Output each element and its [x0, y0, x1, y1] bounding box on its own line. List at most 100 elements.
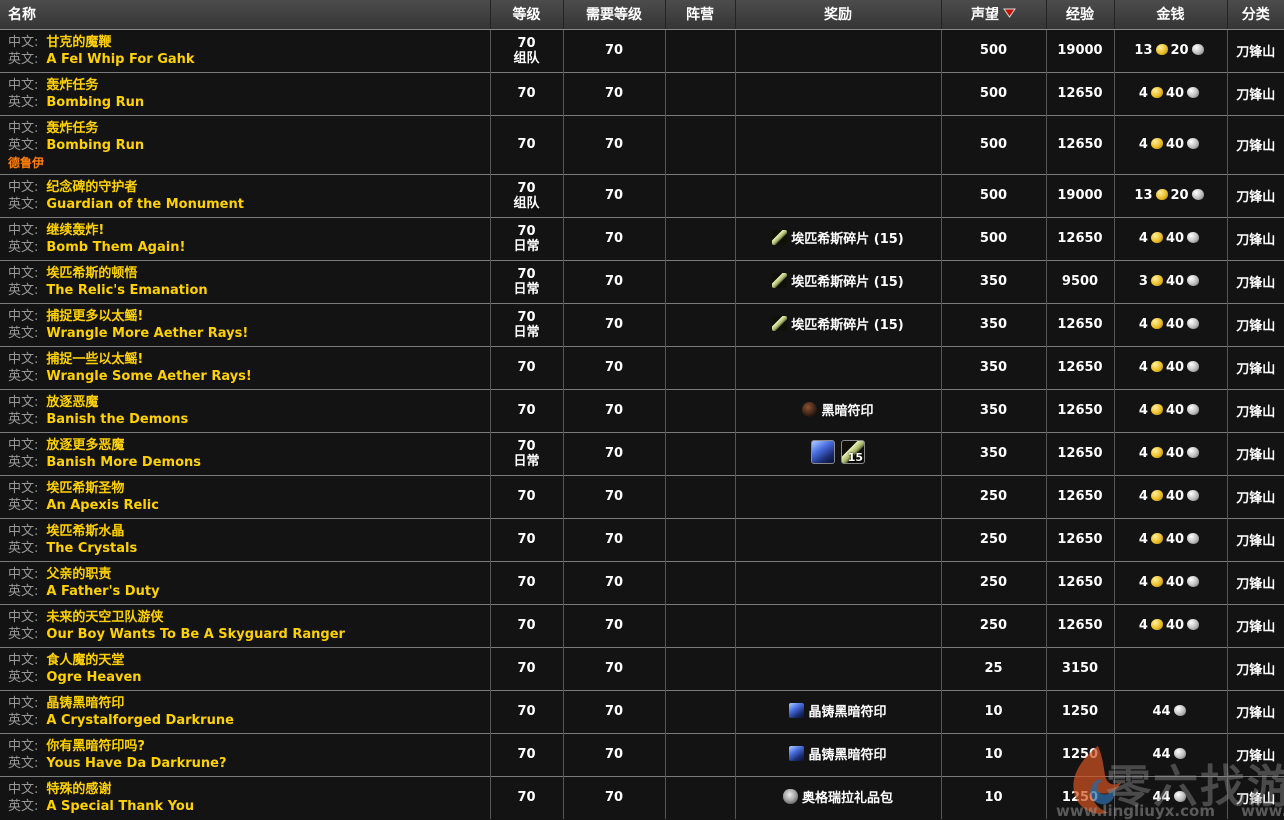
quest-name-en-link[interactable]: Yous Have Da Darkrune? — [46, 755, 227, 771]
level-cell: 70 — [489, 388, 563, 432]
quest-type-tag: 日常 — [513, 238, 540, 254]
quest-name-en-link[interactable]: A Fel Whip For Gahk — [46, 51, 195, 67]
quest-name-cn-link[interactable]: 埃匹希斯的顿悟 — [46, 265, 138, 281]
reward-item[interactable]: 15 — [841, 439, 865, 464]
silver-coin-icon — [1187, 533, 1200, 544]
reward-item[interactable]: 埃匹希斯碎片 (15) — [772, 228, 904, 247]
quest-name-cn-link[interactable]: 继续轰炸! — [46, 222, 105, 238]
quest-name-cn-link[interactable]: 未来的天空卫队游侠 — [46, 609, 164, 625]
reward-item[interactable]: 埃匹希斯碎片 (15) — [772, 314, 904, 333]
quest-name-cn-link[interactable]: 纪念碑的守护者 — [46, 179, 138, 195]
quest-name-cn-link[interactable]: 放逐恶魔 — [46, 394, 99, 410]
money-amount: 4 — [1138, 446, 1148, 461]
quest-name-cell: 中文: 埃匹希斯水晶 英文: The Crystals — [0, 517, 490, 561]
gold-coin-icon — [1155, 44, 1168, 55]
level-cell: 70 — [489, 114, 563, 174]
quest-name-cn-link[interactable]: 捕捉更多以太鳐! — [46, 308, 144, 324]
money-amount: 40 — [1165, 575, 1185, 590]
quest-name-en-link[interactable]: A Crystalforged Darkrune — [46, 712, 234, 728]
quest-name-cn-link[interactable]: 捕捉一些以太鳐! — [46, 351, 144, 367]
money-amount: 4 — [1138, 575, 1148, 590]
column-header-experience[interactable]: 经验 — [1045, 0, 1114, 30]
reward-item[interactable] — [811, 439, 835, 464]
level-cell: 70 — [489, 474, 563, 518]
quest-name-en-link[interactable]: A Father's Duty — [46, 583, 160, 599]
quest-name-cn-link[interactable]: 放逐更多恶魔 — [46, 437, 125, 453]
english-label: 英文: — [8, 239, 39, 255]
money-amount: 44 — [1152, 747, 1171, 762]
class-requirement-tag: 德鲁伊 — [8, 155, 45, 170]
quest-name-en-link[interactable]: Bombing Run — [46, 94, 145, 110]
reward-item-link[interactable]: 黑暗符印 — [821, 404, 874, 419]
reputation-cell: 250 — [940, 474, 1046, 518]
reward-item[interactable]: 晶铸黑暗符印 — [789, 701, 887, 720]
reward-item[interactable]: 黑暗符印 — [802, 400, 874, 419]
quest-name-cell: 中文: 父亲的职责 英文: A Father's Duty — [0, 560, 490, 604]
level-cell: 70 日常 — [489, 259, 563, 303]
quest-name-en-link[interactable]: The Relic's Emanation — [46, 282, 208, 298]
blue-crystal-icon[interactable] — [811, 439, 835, 464]
quest-name-cn-link[interactable]: 埃匹希斯圣物 — [46, 480, 125, 496]
english-label: 英文: — [8, 411, 39, 427]
quest-name-en-link[interactable]: Ogre Heaven — [46, 669, 142, 685]
reward-item-link[interactable]: 奥格瑞拉礼品包 — [801, 791, 893, 807]
quest-name-cn-link[interactable]: 轰炸任务 — [46, 120, 99, 136]
blue-crystal-icon — [789, 703, 805, 718]
quest-name-en-link[interactable]: Bombing Run — [46, 137, 145, 153]
chinese-label: 中文: — [8, 652, 39, 668]
quest-name-cn-link[interactable]: 埃匹希斯水晶 — [46, 523, 125, 539]
column-header-name[interactable]: 名称 — [0, 0, 490, 30]
gold-coin-icon — [1150, 404, 1163, 415]
rewards-cell — [734, 646, 941, 690]
column-header-faction[interactable]: 阵营 — [664, 0, 735, 30]
column-header-required-level[interactable]: 需要等级 — [562, 0, 665, 30]
quest-name-en-link[interactable]: Wrangle More Aether Rays! — [46, 325, 249, 341]
reward-item-link[interactable]: 埃匹希斯碎片 (15) — [791, 232, 904, 247]
category-cell: 刀锋山 — [1226, 345, 1284, 389]
column-header-level[interactable]: 等级 — [489, 0, 563, 30]
quest-name-en-link[interactable]: A Special Thank You — [46, 798, 195, 814]
money-cell: 4 40 — [1113, 603, 1227, 647]
chinese-label: 中文: — [8, 609, 39, 625]
required-level-cell: 70 — [562, 28, 665, 72]
quest-name-cn-link[interactable]: 食人魔的天堂 — [46, 652, 125, 668]
apexis-shard-icon[interactable]: 15 — [841, 439, 865, 464]
column-header-money[interactable]: 金钱 — [1113, 0, 1227, 30]
quest-name-en-link[interactable]: The Crystals — [46, 540, 138, 556]
column-header-category[interactable]: 分类 — [1226, 0, 1284, 30]
quest-name-en-link[interactable]: An Apexis Relic — [46, 497, 159, 513]
reputation-cell: 500 — [940, 114, 1046, 174]
quest-name-cn-link[interactable]: 你有黑暗符印吗? — [46, 738, 145, 754]
quest-name-cn-link[interactable]: 父亲的职责 — [46, 566, 112, 582]
quest-name-cn-link[interactable]: 特殊的感谢 — [46, 781, 112, 797]
quest-name-cn-link[interactable]: 甘克的魔鞭 — [46, 34, 112, 50]
reward-item-link[interactable]: 埃匹希斯碎片 (15) — [791, 318, 904, 333]
quest-row: 中文: 未来的天空卫队游侠 英文: Our Boy Wants To Be A Sk… — [0, 603, 1284, 647]
faction-cell — [664, 431, 735, 475]
level-cell: 70 — [489, 646, 563, 690]
money-cell: 4 40 — [1113, 71, 1227, 115]
quest-name-en-link[interactable]: Bomb Them Again! — [46, 239, 186, 255]
category-cell: 刀锋山 — [1226, 71, 1284, 115]
reward-item-link[interactable]: 晶铸黑暗符印 — [808, 748, 887, 763]
reward-item-link[interactable]: 埃匹希斯碎片 (15) — [791, 275, 904, 290]
faction-cell — [664, 216, 735, 260]
reward-item-link[interactable]: 晶铸黑暗符印 — [808, 705, 887, 720]
quest-name-en-link[interactable]: Banish the Demons — [46, 411, 189, 427]
reward-item[interactable]: 埃匹希斯碎片 (15) — [772, 271, 904, 290]
faction-cell — [664, 689, 735, 733]
quest-name-en-link[interactable]: Guardian of the Monument — [46, 196, 244, 212]
column-header-reputation[interactable]: 声望 — [940, 0, 1046, 30]
english-label: 英文: — [8, 626, 39, 642]
quest-name-en-link[interactable]: Banish More Demons — [46, 454, 202, 470]
column-header-rewards[interactable]: 奖励 — [734, 0, 941, 30]
chinese-label: 中文: — [8, 394, 39, 410]
reward-item[interactable]: 晶铸黑暗符印 — [789, 744, 887, 763]
quest-name-en-link[interactable]: Our Boy Wants To Be A Skyguard Ranger — [46, 626, 345, 642]
faction-cell — [664, 603, 735, 647]
quest-name-cn-link[interactable]: 轰炸任务 — [46, 77, 99, 93]
quest-name-en-link[interactable]: Wrangle Some Aether Rays! — [46, 368, 252, 384]
quest-name-cn-link[interactable]: 晶铸黑暗符印 — [46, 695, 125, 711]
reward-item[interactable]: 奥格瑞拉礼品包 — [782, 787, 893, 807]
english-label: 英文: — [8, 94, 39, 110]
